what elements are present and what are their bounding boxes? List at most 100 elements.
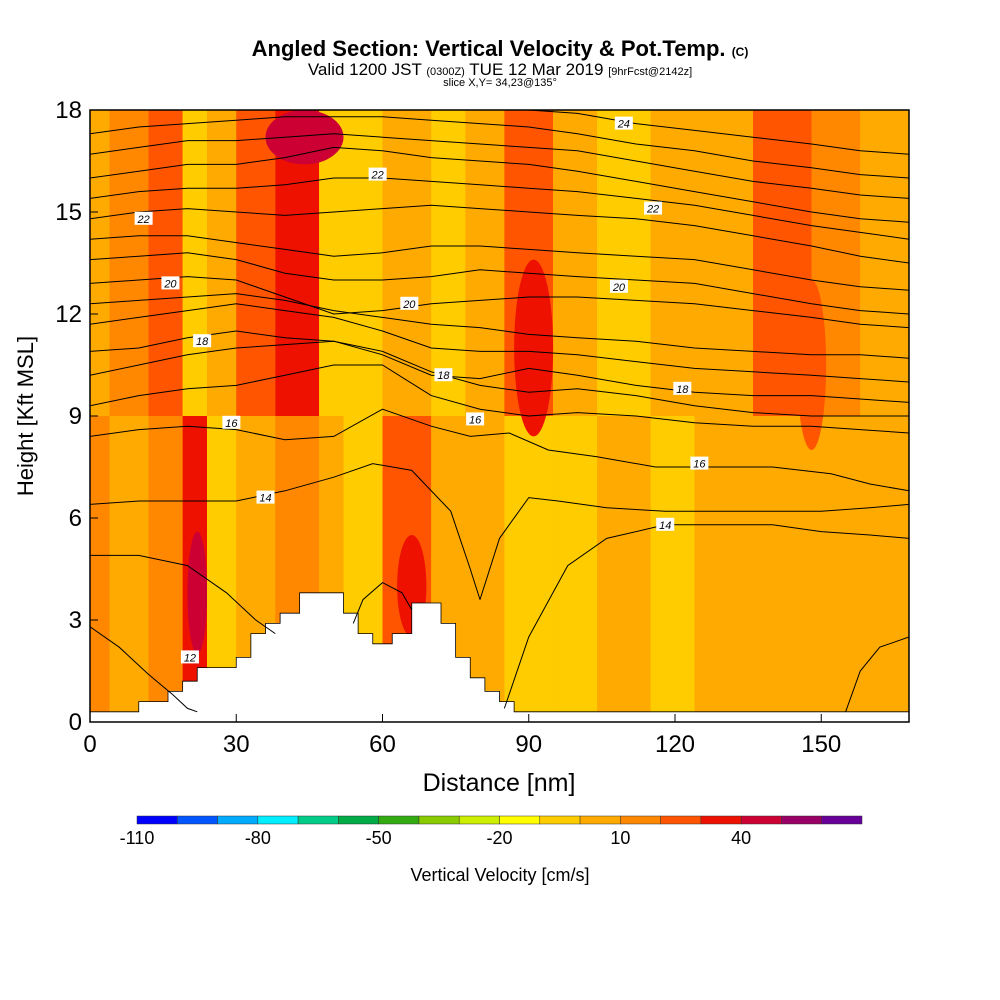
- velocity-column-high: [431, 110, 466, 416]
- theta-contour-line: [90, 177, 909, 240]
- valid-time-line: Valid 1200 JST (0300Z) TUE 12 Mar 2019 […: [0, 60, 1000, 80]
- x-tick-label: 0: [83, 731, 96, 758]
- copyright-mark: (C): [731, 45, 749, 59]
- velocity-core: [514, 259, 554, 437]
- theta-contour-line: [90, 408, 909, 492]
- theta-contours: [90, 110, 909, 713]
- velocity-column-low: [109, 416, 149, 722]
- contour-label-text: 18: [437, 370, 450, 382]
- colorbar-swatch: [700, 815, 742, 825]
- colorbar-swatch: [257, 815, 299, 825]
- colorbar-tick-label: -80: [245, 828, 271, 848]
- theta-contour-line: [472, 110, 909, 155]
- x-axis: 0 30 60 90 120 150: [83, 714, 841, 758]
- velocity-core: [187, 531, 207, 654]
- forecast-info: [9hrFcst@2142z]: [608, 66, 693, 78]
- velocity-column-low: [90, 416, 110, 722]
- contour-label-text: 20: [163, 278, 177, 290]
- theta-contour-line: [90, 554, 276, 635]
- colorbar-tick-label: 40: [731, 828, 751, 848]
- theta-contour-line: [90, 293, 909, 359]
- x-tick-label: 60: [369, 731, 396, 758]
- contour-label-box: [609, 279, 628, 293]
- contour-label: 12: [180, 650, 199, 664]
- theta-contour-line: [90, 626, 198, 713]
- valid-utc: (0300Z): [426, 66, 465, 78]
- colorbar-swatch: [660, 815, 702, 825]
- theta-contour-line: [352, 581, 413, 624]
- velocity-column-low: [504, 416, 554, 722]
- contour-label-text: 16: [225, 418, 238, 430]
- velocity-column-high: [465, 110, 505, 416]
- theta-contour-line: [503, 524, 909, 709]
- valid-prefix: Valid 1200 JST: [307, 60, 422, 79]
- colorbar: -110 -80 -50 -20 10 40: [120, 815, 863, 848]
- colorbar-tick-label: -110: [120, 828, 155, 848]
- contour-label: 14: [656, 517, 675, 532]
- contour-label: 20: [609, 279, 628, 294]
- colorbar-swatch: [740, 815, 782, 825]
- colorbar-swatch: [297, 815, 339, 825]
- velocity-column-high: [694, 110, 753, 416]
- colorbar-swatch: [579, 815, 621, 825]
- contour-label: 16: [690, 456, 709, 471]
- terrain-profile: [90, 592, 909, 722]
- theta-contour-line: [90, 330, 909, 403]
- chart-title: Angled Section: Vertical Velocity & Pot.…: [0, 36, 1000, 62]
- velocity-column-low: [465, 416, 505, 722]
- contour-label-box: [180, 650, 199, 664]
- colorbar-swatch: [136, 815, 178, 825]
- velocity-column-low: [597, 416, 651, 722]
- velocity-column-low: [753, 416, 812, 722]
- contour-label: 24: [614, 116, 633, 131]
- velocity-column-low: [860, 416, 909, 722]
- y-tick-label: 6: [69, 505, 82, 532]
- title-text: Angled Section: Vertical Velocity & Pot.…: [251, 36, 726, 61]
- theta-contour-line: [90, 235, 909, 291]
- contour-label-text: 16: [469, 414, 482, 426]
- contour-label-text: 16: [693, 459, 706, 471]
- y-tick-label: 18: [55, 97, 82, 124]
- contour-label: 20: [161, 276, 180, 290]
- contour-label: 18: [193, 334, 212, 348]
- contour-label-box: [222, 415, 241, 429]
- x-axis-label: Distance [nm]: [423, 769, 576, 797]
- velocity-column-low: [650, 416, 695, 722]
- theta-contour-line: [90, 340, 909, 417]
- contour-label: 18: [673, 381, 692, 396]
- velocity-column-high: [182, 110, 207, 416]
- theta-contour-line: [90, 252, 909, 315]
- velocity-column-high: [553, 110, 597, 416]
- contour-label-box: [368, 167, 387, 181]
- slice-info: slice X,Y= 34,23@135°: [443, 77, 557, 89]
- colorbar-swatch: [378, 815, 420, 825]
- theta-contour-line: [90, 204, 909, 264]
- y-tick-label: 9: [69, 403, 82, 430]
- colorbar-swatch: [338, 815, 379, 825]
- y-axis: 0 3 6 9 12 15 18: [55, 97, 98, 736]
- contour-label-text: 14: [659, 520, 671, 532]
- x-tick-label: 120: [655, 731, 695, 758]
- contour-label-text: 20: [612, 282, 626, 294]
- contour-label-box: [466, 412, 485, 426]
- contour-label-box: [644, 201, 663, 215]
- x-tick-label: 150: [801, 731, 841, 758]
- velocity-column-high: [148, 110, 183, 416]
- x-tick-label: 90: [515, 731, 542, 758]
- velocity-core: [796, 280, 827, 450]
- contour-label-box: [161, 276, 180, 290]
- theta-contour-line: [845, 636, 909, 712]
- velocity-column-high: [343, 110, 383, 416]
- velocity-field: [90, 110, 909, 722]
- terrain-mask: [90, 592, 909, 722]
- contour-label-box: [656, 517, 675, 531]
- colorbar-swatch: [539, 815, 581, 825]
- theta-contour-line: [90, 116, 909, 179]
- velocity-column-low: [553, 416, 597, 722]
- colorbar-swatch: [620, 815, 661, 825]
- colorbar-swatch: [418, 815, 460, 825]
- contour-label-box: [193, 334, 212, 348]
- contour-label-text: 20: [402, 299, 416, 311]
- velocity-column-high: [236, 110, 276, 416]
- y-tick-label: 0: [69, 709, 82, 736]
